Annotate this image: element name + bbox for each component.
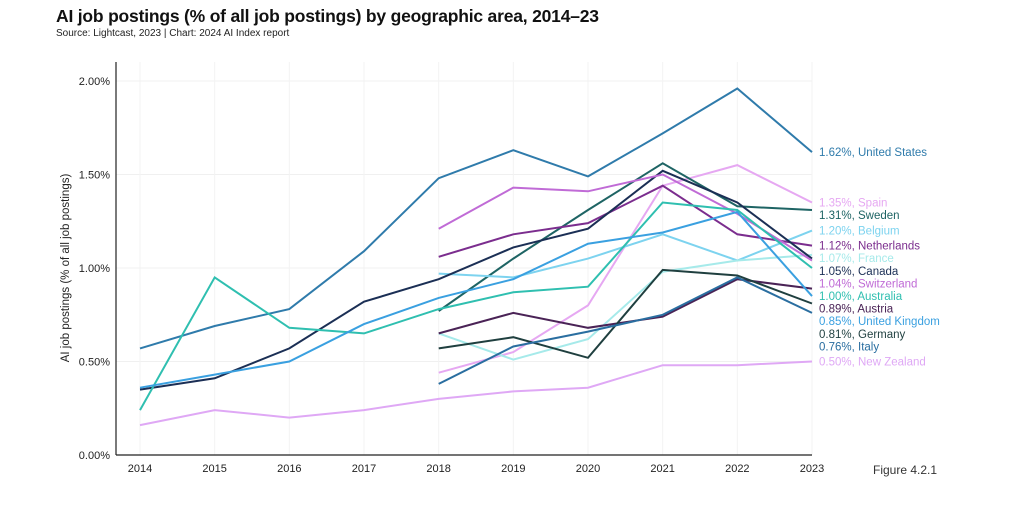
end-label-austria: 0.89%, Austria — [819, 304, 894, 316]
x-tick-label: 2018 — [426, 463, 450, 475]
end-label-new-zealand: 0.50%, New Zealand — [819, 357, 926, 369]
end-label-germany: 0.81%, Germany — [819, 329, 906, 341]
end-label-united-kingdom: 0.85%, United Kingdom — [819, 316, 940, 328]
end-label-italy: 0.76%, Italy — [819, 341, 879, 353]
end-label-canada: 1.05%, Canada — [819, 266, 899, 278]
chart-subtitle: Source: Lightcast, 2023 | Chart: 2024 AI… — [56, 28, 290, 39]
x-tick-label: 2020 — [576, 463, 600, 475]
series-line-france — [438, 253, 813, 361]
y-axis-ticks: 0.00% 0.50% 1.00% 1.50% 2.00% — [79, 76, 110, 462]
series-lines — [139, 87, 813, 427]
series-line-australia — [139, 201, 813, 411]
x-tick-label: 2016 — [277, 463, 301, 475]
end-label-switzerland: 1.04%, Switzerland — [819, 278, 917, 290]
x-tick-label: 2022 — [725, 463, 749, 475]
x-tick-label: 2021 — [650, 463, 674, 475]
y-tick-label: 2.00% — [79, 76, 110, 88]
series-line-italy — [438, 276, 813, 385]
x-tick-label: 2017 — [352, 463, 376, 475]
end-label-sweden: 1.31%, Sweden — [819, 210, 900, 222]
series-line-united-kingdom — [139, 210, 813, 389]
series-line-new-zealand — [139, 360, 813, 427]
series-line-germany — [438, 268, 813, 359]
x-tick-label: 2023 — [800, 463, 824, 475]
end-label-spain: 1.35%, Spain — [819, 198, 887, 210]
x-tick-label: 2015 — [202, 463, 226, 475]
series-line-netherlands — [438, 184, 813, 258]
x-tick-label: 2014 — [128, 463, 152, 475]
y-tick-label: 1.00% — [79, 263, 110, 275]
y-tick-label: 0.00% — [79, 450, 110, 462]
series-line-spain — [438, 164, 813, 374]
series-line-belgium — [438, 229, 813, 279]
x-axis-ticks: 2014 2015 2016 2017 2018 2019 2020 2021 2022 2023 — [128, 463, 824, 475]
end-label-australia: 1.00%, Australia — [819, 291, 903, 303]
y-axis-label: AI job postings (% of all job postings) — [60, 174, 72, 363]
end-label-netherlands: 1.12%, Netherlands — [819, 241, 920, 253]
series-line-switzerland — [438, 173, 813, 262]
series-line-sweden — [438, 162, 813, 312]
chart-title: AI job postings (% of all job postings) … — [56, 6, 599, 26]
y-tick-label: 1.50% — [79, 170, 110, 182]
figure-label: Figure 4.2.1 — [873, 463, 938, 477]
x-tick-label: 2019 — [501, 463, 525, 475]
axes — [115, 62, 812, 456]
end-label-united-states: 1.62%, United States — [819, 147, 927, 159]
series-line-united-states — [139, 87, 813, 350]
end-label-belgium: 1.20%, Belgium — [819, 226, 900, 238]
series-line-canada — [139, 169, 813, 391]
end-label-france: 1.07%, France — [819, 253, 894, 265]
y-tick-label: 0.50% — [79, 357, 110, 369]
